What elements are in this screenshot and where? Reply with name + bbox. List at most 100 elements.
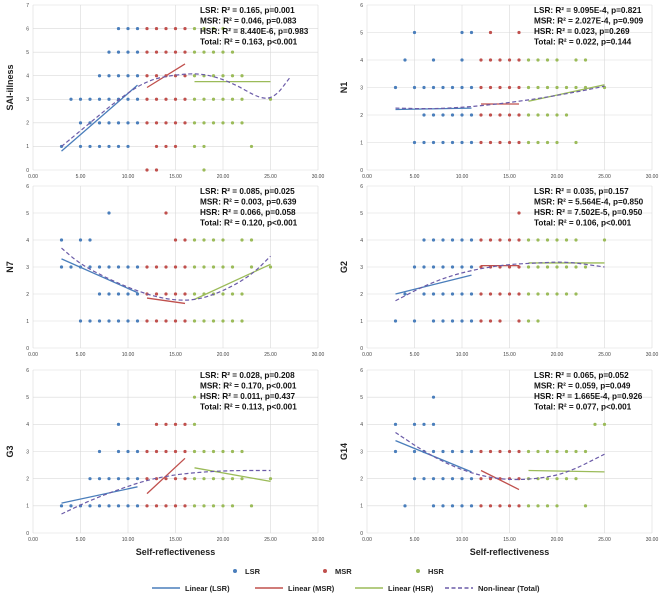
hsr-point	[192, 265, 197, 269]
msr-point	[154, 319, 159, 323]
msr-point	[517, 319, 521, 323]
stat-line: MSR: R² = 2.027E-4, p=0.909	[534, 17, 644, 26]
lsr-point	[135, 292, 140, 296]
y-tick-label: 0	[26, 346, 29, 352]
msr-point	[479, 85, 483, 90]
legend-marker-lsr	[233, 569, 237, 573]
y-tick-label: 5	[360, 30, 363, 36]
y-tick-label: 3	[360, 449, 363, 455]
hsr-point	[211, 26, 216, 31]
hsr-point	[202, 144, 206, 149]
x-tick-label: 30.00	[312, 174, 325, 180]
hsr-point	[192, 477, 197, 481]
hsr-point	[202, 449, 206, 454]
msr-point	[173, 97, 178, 101]
stat-line: LSR: R² = 0.165, p=0.001	[200, 6, 295, 15]
lsr-point	[88, 238, 92, 242]
y-tick-label: 1	[26, 504, 29, 510]
hsr-point	[268, 265, 273, 269]
lsr-point	[97, 265, 102, 269]
hsr-point	[555, 504, 559, 508]
lsr-point	[412, 319, 417, 323]
lsr-point	[69, 265, 73, 269]
hsr-point	[249, 265, 254, 269]
y-tick-label: 2	[26, 121, 29, 127]
lsr-point	[460, 449, 464, 454]
y-tick-label: 3	[26, 449, 29, 455]
lsr-point	[88, 504, 92, 508]
hsr-point	[211, 477, 216, 481]
msr-point	[154, 422, 159, 426]
hsr-point	[545, 265, 550, 269]
lsr-point	[97, 319, 102, 323]
legend-marker-msr	[323, 569, 327, 573]
hsr-point	[574, 58, 578, 62]
hsr-point	[230, 74, 235, 78]
lsr-point	[126, 292, 130, 296]
hsr-point	[221, 265, 225, 269]
lsr-point	[469, 265, 474, 269]
msr-point	[517, 85, 521, 90]
msr-point	[173, 26, 178, 31]
lsr-point	[460, 504, 464, 508]
lsr-point	[422, 113, 426, 117]
lsr-point	[441, 140, 445, 145]
msr-point	[154, 74, 159, 78]
linear-fit-hsr	[194, 467, 271, 483]
hsr-point	[536, 238, 540, 242]
y-tick-label: 5	[26, 50, 29, 56]
y-tick-label: 5	[360, 211, 363, 217]
lsr-point	[431, 319, 436, 323]
hsr-point	[221, 238, 225, 242]
hsr-point	[211, 50, 216, 54]
lsr-point	[460, 319, 464, 323]
hsr-point	[545, 449, 550, 454]
msr-point	[498, 85, 502, 90]
lsr-point	[135, 265, 140, 269]
msr-point	[173, 50, 178, 54]
y-tick-label: 0	[360, 531, 363, 537]
linear-fit-lsr	[395, 440, 472, 473]
stat-line: LSR: R² = 0.085, p=0.025	[200, 187, 295, 196]
lsr-point	[450, 113, 455, 117]
msr-point	[164, 121, 168, 125]
x-tick-label: 20.00	[217, 537, 230, 543]
stat-line: Total: R² = 0.077, p<0.001	[534, 403, 632, 412]
lsr-point	[431, 504, 436, 508]
hsr-point	[545, 140, 550, 145]
hsr-point	[202, 238, 206, 242]
y-axis-label: G14	[339, 443, 349, 460]
y-tick-label: 3	[360, 265, 363, 271]
hsr-point	[230, 50, 235, 54]
msr-point	[498, 449, 502, 454]
lsr-point	[469, 30, 474, 35]
lsr-point	[441, 113, 445, 117]
lsr-point	[88, 477, 92, 481]
hsr-point	[555, 238, 559, 242]
x-tick-label: 15.00	[503, 537, 516, 543]
lsr-point	[78, 97, 83, 101]
y-tick-label: 3	[26, 97, 29, 103]
stat-line: HSR: R² = 8.440E-6, p=0.983	[200, 27, 309, 36]
hsr-point	[602, 422, 607, 426]
stat-line: MSR: R² = 0.170, p<0.001	[200, 382, 297, 391]
nonlinear-fit-total	[395, 261, 605, 302]
hsr-point	[536, 140, 540, 145]
x-tick-label: 0.00	[362, 352, 372, 358]
hsr-point	[192, 74, 197, 78]
hsr-point	[221, 292, 225, 296]
x-tick-label: 10.00	[122, 352, 135, 358]
stat-line: Total: R² = 0.163, p<0.001	[200, 38, 298, 47]
msr-point	[498, 113, 502, 117]
y-tick-label: 6	[26, 184, 29, 190]
lsr-point	[403, 58, 407, 62]
hsr-point	[526, 319, 531, 323]
lsr-point	[126, 449, 130, 454]
lsr-point	[431, 422, 436, 426]
msr-point	[145, 265, 149, 269]
hsr-point	[192, 319, 197, 323]
hsr-point	[536, 504, 540, 508]
y-tick-label: 3	[26, 265, 29, 271]
msr-point	[479, 140, 483, 145]
x-tick-label: 25.00	[264, 352, 277, 358]
